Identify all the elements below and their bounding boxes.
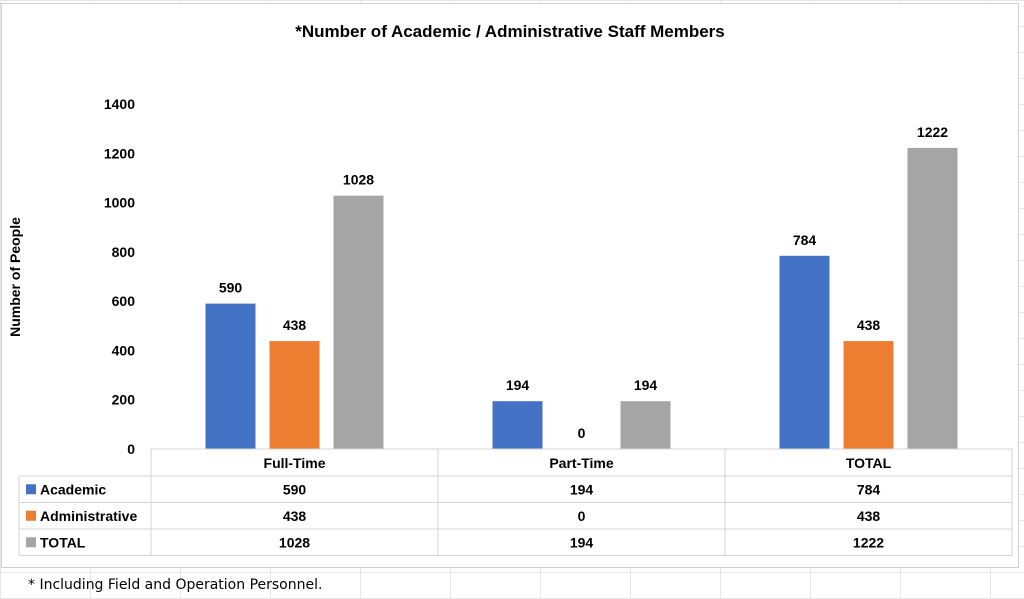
table-cell: 438 bbox=[283, 508, 307, 524]
table-cell: 194 bbox=[570, 534, 594, 550]
y-tick-label: 0 bbox=[127, 441, 135, 457]
data-label: 0 bbox=[578, 425, 586, 441]
bar-administrative-full-time bbox=[269, 341, 320, 449]
data-label: 1222 bbox=[917, 124, 948, 140]
bar-total-full-time bbox=[333, 195, 384, 449]
data-label: 194 bbox=[506, 377, 530, 393]
legend-label: Administrative bbox=[40, 508, 137, 524]
bar-administrative-total bbox=[843, 341, 894, 449]
y-axis-label: Number of People bbox=[7, 217, 23, 337]
data-label: 1028 bbox=[343, 172, 374, 188]
table-cell: 194 bbox=[570, 481, 594, 497]
bar-academic-part-time bbox=[492, 401, 543, 449]
bar-academic-total bbox=[779, 255, 830, 449]
y-tick-label: 200 bbox=[112, 392, 136, 408]
legend-key-administrative bbox=[26, 510, 36, 521]
y-tick-label: 800 bbox=[112, 244, 136, 260]
data-label: 590 bbox=[219, 280, 243, 296]
table-cell: 784 bbox=[857, 481, 881, 497]
data-label: 784 bbox=[793, 232, 817, 248]
chart-area[interactable] bbox=[1, 3, 1019, 568]
data-label: 438 bbox=[857, 317, 881, 333]
table-cell: 1222 bbox=[853, 534, 884, 550]
chart-title: *Number of Academic / Administrative Sta… bbox=[295, 22, 725, 41]
data-label: 438 bbox=[283, 317, 307, 333]
y-tick-label: 600 bbox=[112, 293, 136, 309]
legend-key-academic bbox=[26, 484, 36, 495]
legend-label: Academic bbox=[40, 481, 106, 497]
staff-chart: *Number of Academic / Administrative Sta… bbox=[7, 22, 1013, 556]
bar-academic-full-time bbox=[205, 303, 256, 449]
bar-total-part-time bbox=[620, 401, 671, 449]
bar-total-total bbox=[907, 147, 958, 449]
data-label: 194 bbox=[634, 377, 658, 393]
table-cell: 438 bbox=[857, 508, 881, 524]
y-tick-label: 1200 bbox=[104, 145, 135, 161]
legend-label: TOTAL bbox=[40, 534, 86, 550]
table-cell: 590 bbox=[283, 481, 307, 497]
y-tick-label: 1400 bbox=[104, 96, 135, 112]
table-cell: 0 bbox=[578, 508, 586, 524]
y-tick-label: 1000 bbox=[104, 195, 135, 211]
footnote: * Including Field and Operation Personne… bbox=[28, 577, 323, 593]
category-label: Part-Time bbox=[549, 455, 614, 471]
category-label: TOTAL bbox=[846, 455, 892, 471]
category-label: Full-Time bbox=[264, 455, 326, 471]
legend-key-total bbox=[26, 537, 36, 548]
y-tick-label: 400 bbox=[112, 342, 136, 358]
table-cell: 1028 bbox=[279, 534, 310, 550]
